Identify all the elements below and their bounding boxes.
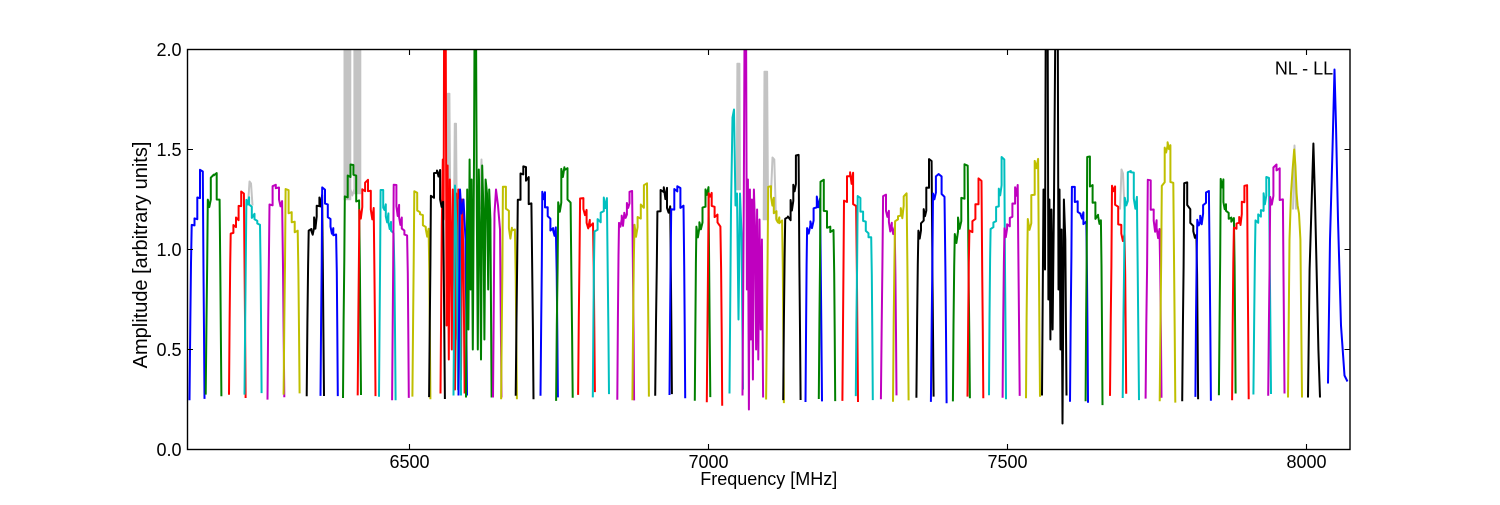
svg-text:8000: 8000 bbox=[1286, 452, 1326, 472]
svg-text:Frequency [MHz]: Frequency [MHz] bbox=[700, 469, 837, 489]
svg-text:Amplitude [arbitrary units]: Amplitude [arbitrary units] bbox=[130, 142, 152, 369]
svg-text:1.0: 1.0 bbox=[156, 240, 181, 260]
svg-text:7500: 7500 bbox=[987, 452, 1027, 472]
svg-text:6500: 6500 bbox=[389, 452, 429, 472]
svg-text:1.5: 1.5 bbox=[156, 140, 181, 160]
svg-text:0.0: 0.0 bbox=[156, 440, 181, 460]
svg-text:NL - LL: NL - LL bbox=[1275, 59, 1333, 79]
svg-text:2.0: 2.0 bbox=[156, 40, 181, 60]
svg-text:0.5: 0.5 bbox=[156, 340, 181, 360]
svg-text:7000: 7000 bbox=[688, 452, 728, 472]
